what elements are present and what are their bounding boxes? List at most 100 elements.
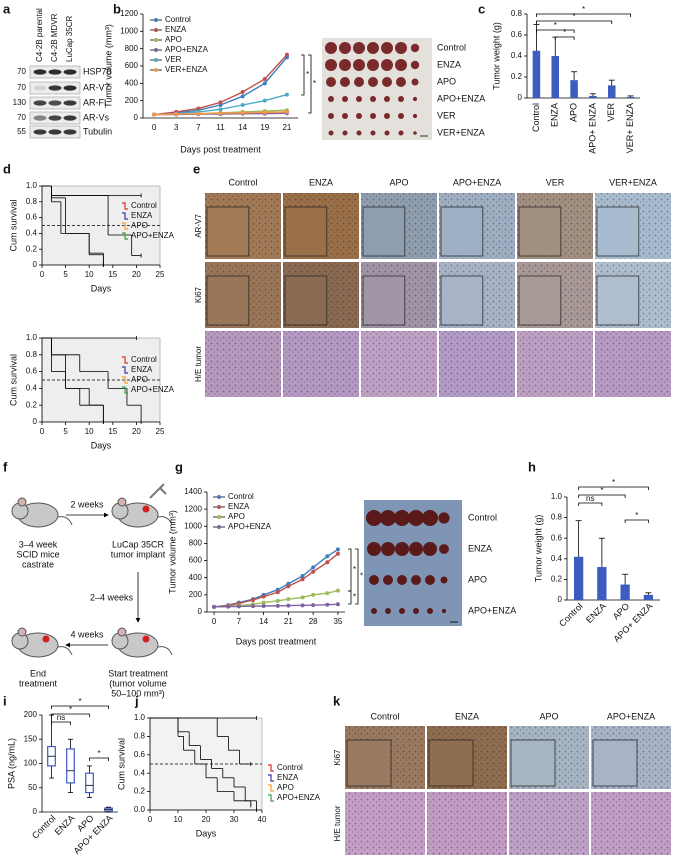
significance-label: * bbox=[635, 511, 638, 520]
data-point bbox=[196, 111, 201, 116]
data-point bbox=[196, 106, 201, 111]
significance-bracket bbox=[51, 721, 71, 725]
significance-bracket bbox=[536, 20, 613, 24]
tumor bbox=[380, 510, 396, 526]
y-tick-label: 0.4 bbox=[511, 51, 523, 60]
bar bbox=[607, 85, 616, 98]
tumor bbox=[370, 130, 376, 136]
tumor bbox=[339, 59, 351, 71]
tumor bbox=[412, 113, 418, 119]
x-tick-label: 35 bbox=[333, 617, 342, 626]
ihc-inset bbox=[346, 739, 392, 787]
data-point bbox=[240, 110, 245, 115]
ihc-inset bbox=[428, 739, 474, 787]
tumor bbox=[409, 542, 423, 556]
bar bbox=[626, 96, 635, 98]
blot-band bbox=[63, 129, 77, 135]
y-tick-label: 150 bbox=[24, 734, 38, 743]
blot-band bbox=[33, 100, 47, 106]
ihc-inset bbox=[284, 275, 328, 326]
mouse-ear bbox=[17, 627, 27, 637]
bar bbox=[570, 80, 578, 98]
tumor bbox=[325, 59, 337, 71]
schematic-text: 3–4 week bbox=[19, 539, 58, 549]
ihc-column-label: ENZA bbox=[455, 711, 479, 721]
data-point bbox=[284, 92, 289, 97]
significance-label: * bbox=[360, 572, 363, 581]
data-point bbox=[311, 603, 316, 608]
x-tick-label: 30 bbox=[230, 815, 239, 824]
x-tick-label: 0 bbox=[212, 617, 217, 626]
tumor bbox=[328, 130, 334, 136]
data-point bbox=[262, 77, 267, 81]
data-point bbox=[212, 604, 217, 609]
significance-bracket bbox=[51, 713, 90, 717]
significance-label: * bbox=[78, 697, 81, 706]
legend-label: Control bbox=[131, 201, 157, 210]
panel-letter: b bbox=[113, 1, 121, 16]
x-tick-label: 0 bbox=[152, 123, 157, 132]
blot-band bbox=[33, 115, 47, 121]
data-point bbox=[218, 107, 223, 112]
tumor bbox=[356, 113, 362, 119]
mw-marker: 70 bbox=[17, 67, 26, 76]
x-axis-label: Days bbox=[91, 440, 112, 450]
legend-label: APO+ENZA bbox=[277, 793, 321, 802]
data-point bbox=[325, 602, 330, 607]
y-tick-label: 1.0 bbox=[134, 713, 146, 722]
y-tick-label: 0.2 bbox=[511, 72, 523, 81]
tumor bbox=[425, 575, 435, 585]
tumor-mark bbox=[42, 635, 50, 643]
schematic-text: Start treatment bbox=[108, 668, 168, 678]
data-point bbox=[240, 94, 245, 99]
bar bbox=[597, 567, 607, 600]
data-point bbox=[226, 604, 231, 609]
significance-bracket bbox=[348, 548, 352, 592]
y-tick-label: 0 bbox=[558, 595, 563, 604]
legend-swatch bbox=[122, 222, 128, 230]
tumor bbox=[439, 544, 449, 554]
arrow-label: 2 weeks bbox=[70, 499, 104, 509]
significance-bracket bbox=[348, 590, 352, 605]
schematic-text: SCID mice bbox=[16, 549, 59, 559]
tumor-label: ENZA bbox=[468, 543, 492, 553]
mouse-tail bbox=[157, 646, 173, 656]
x-tick-label: 25 bbox=[156, 427, 165, 436]
legend-swatch bbox=[268, 784, 274, 792]
blot-row-label: AR-V7 bbox=[83, 82, 110, 92]
ihc-texture bbox=[361, 331, 437, 397]
ihc-column-label: Control bbox=[370, 711, 399, 721]
blot-band bbox=[33, 129, 47, 135]
tumor bbox=[353, 59, 365, 71]
significance-bracket bbox=[301, 54, 305, 96]
bar bbox=[589, 95, 597, 98]
ihc-row-label: AR-V7 bbox=[194, 214, 203, 238]
significance-label: ns bbox=[586, 494, 594, 503]
mw-marker: 70 bbox=[17, 83, 26, 92]
blot-band bbox=[48, 100, 62, 106]
data-point bbox=[218, 111, 223, 116]
y-axis-label: Tumor volume (mm³) bbox=[103, 24, 113, 108]
blot-band bbox=[33, 85, 47, 91]
ihc-row-label: H/E tumor bbox=[333, 805, 342, 841]
blot-row-label: Tubulin bbox=[83, 126, 112, 136]
x-tick-label: Control bbox=[557, 601, 585, 629]
y-tick-label: 1400 bbox=[184, 487, 202, 496]
x-tick-label: VER bbox=[606, 103, 616, 122]
mouse-tail bbox=[57, 516, 73, 526]
data-point bbox=[335, 602, 340, 607]
legend-label: ENZA bbox=[228, 502, 250, 511]
ihc-texture bbox=[509, 792, 589, 855]
significance-bracket bbox=[578, 486, 649, 490]
y-tick-label: 600 bbox=[125, 61, 139, 70]
blot-lane-label: LuCap 35CR bbox=[65, 16, 74, 62]
y-tick-label: 0.4 bbox=[134, 768, 146, 777]
y-tick-label: 1.0 bbox=[26, 181, 38, 190]
y-tick-label: 1000 bbox=[120, 26, 138, 35]
tumor bbox=[353, 42, 365, 54]
ihc-inset bbox=[440, 275, 484, 326]
data-point bbox=[335, 588, 340, 593]
y-tick-label: 1.0 bbox=[26, 333, 38, 342]
y-tick-label: 600 bbox=[189, 556, 203, 565]
tumor bbox=[427, 608, 433, 614]
